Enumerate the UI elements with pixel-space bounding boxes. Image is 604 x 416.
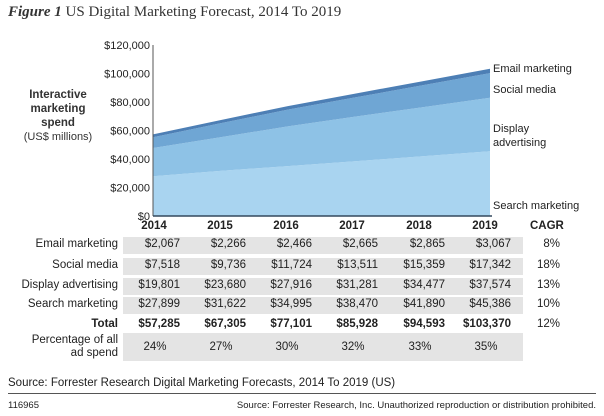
table-cell: $11,724 [271, 259, 312, 271]
table-row-background [123, 237, 523, 254]
percentage-cell: 30% [275, 341, 299, 353]
table-cell: $23,680 [204, 279, 246, 291]
legend-search-marketing: Search marketing [493, 199, 579, 213]
legend-display-advertising-label-1: Display [493, 123, 530, 135]
percentage-cell: 27% [209, 341, 233, 353]
year-header-2015: 2015 [207, 220, 233, 232]
y-tick-label: $0 [138, 211, 150, 223]
percentage-row-label-line-2: ad spend [70, 347, 118, 359]
table-cell: $37,574 [469, 279, 511, 291]
y-axis-label-line-4: (US$ millions) [23, 131, 93, 143]
table-row-label: Email marketing [35, 238, 118, 250]
table-row-background [123, 278, 523, 295]
percentage-cell: 33% [408, 341, 432, 353]
figure-title-text: US Digital Marketing Forecast, 2014 To 2… [65, 4, 342, 20]
table-cell: $2,665 [342, 238, 378, 250]
percentage-row [123, 333, 523, 361]
copyright-note: Source: Forrester Research, Inc. Unautho… [236, 400, 596, 411]
table-row-background [123, 297, 523, 314]
figure-title: Figure 1 US Digital Marketing Forecast, … [8, 4, 341, 21]
legend-social-media: Social media [493, 83, 556, 97]
table-cell: $34,477 [403, 279, 445, 291]
table-cell: $9,736 [210, 259, 246, 271]
legend-email-marketing-label: Email marketing [493, 63, 572, 75]
cagr-cell: 13% [536, 279, 560, 291]
percentage-cell: 24% [143, 341, 167, 353]
stacked-area-chart: $0 $20,000 $40,000 $60,000 $80,000 $100,000 $1… [104, 40, 492, 223]
table-cell: $17,342 [469, 259, 511, 271]
cagr-cell: 10% [536, 298, 560, 310]
y-tick-label: $120,000 [104, 40, 150, 52]
area-search-marketing [153, 151, 490, 216]
legend-email-marketing: Email marketing [493, 62, 572, 76]
year-header-2017: 2017 [339, 220, 365, 232]
figure-id: 116965 [8, 400, 39, 411]
table-cell: $38,470 [336, 298, 378, 310]
table-cell: $57,285 [138, 318, 180, 330]
area-social-media [153, 73, 490, 148]
area-display-advertising [153, 97, 490, 177]
percentage-cell: 32% [341, 341, 365, 353]
legend-social-media-label: Social media [493, 84, 556, 96]
table-cell: $2,266 [210, 238, 246, 250]
percentage-row-label: Percentage of all ad spend [32, 334, 118, 360]
table-cell: $45,386 [469, 298, 511, 310]
table-cell: $103,370 [463, 318, 511, 330]
table-cell: $2,865 [409, 238, 445, 250]
table-row-label: Social media [52, 259, 118, 271]
cagr-cell: 18% [536, 259, 560, 271]
y-axis-label-line-1: Interactive [29, 89, 87, 101]
cagr-header: CAGR [530, 220, 564, 232]
y-axis-label-line-3: spend [41, 117, 75, 129]
table-row-label: Total [91, 318, 118, 330]
cagr-cell: 8% [543, 238, 560, 250]
y-axis-label-line-2: marketing [30, 103, 86, 115]
y-tick-label: $40,000 [110, 154, 150, 166]
table-cell: $27,899 [138, 298, 180, 310]
year-header-2014: 2014 [141, 220, 167, 232]
legend-display-advertising-label-2: advertising [493, 137, 547, 149]
table-cell: $67,305 [204, 318, 246, 330]
table-cell: $31,622 [204, 298, 246, 310]
table-cell: $41,890 [403, 298, 445, 310]
table-row-background [123, 258, 523, 275]
year-header-2016: 2016 [273, 220, 299, 232]
legend-display-advertising: Display advertising [493, 122, 546, 150]
table-cell: $15,359 [403, 259, 445, 271]
year-header-2018: 2018 [406, 220, 432, 232]
table-cell: $3,067 [475, 238, 511, 250]
table-cell: $13,511 [337, 259, 378, 271]
table-cell: $94,593 [403, 318, 445, 330]
percentage-cell: 35% [474, 341, 498, 353]
y-axis-label: Interactive marketing spend (US$ million… [12, 88, 104, 144]
footer-divider [8, 393, 596, 394]
percentage-row-label-line-1: Percentage of all [31, 334, 118, 346]
y-tick-label: $20,000 [110, 183, 150, 195]
y-tick-label: $60,000 [110, 126, 150, 138]
table-cell: $2,466 [276, 238, 312, 250]
legend-search-marketing-label: Search marketing [493, 200, 580, 212]
table-cell: $2,067 [144, 238, 180, 250]
table-cell: $7,518 [144, 259, 180, 271]
table-cell: $85,928 [336, 318, 378, 330]
source-note: Source: Forrester Research Digital Marke… [8, 377, 396, 389]
table-row-label: Display advertising [21, 279, 118, 291]
table-cell: $27,916 [270, 279, 312, 291]
table-row-label: Search marketing [27, 298, 118, 310]
figure-label: Figure 1 [8, 4, 62, 20]
table-cell: $31,281 [336, 279, 378, 291]
y-tick-label: $100,000 [104, 69, 150, 81]
area-email-marketing [153, 68, 490, 138]
y-tick-label: $80,000 [110, 97, 150, 109]
table-cell: $34,995 [270, 298, 312, 310]
year-header-2019: 2019 [472, 220, 498, 232]
cagr-cell: 12% [536, 318, 560, 330]
table-cell: $19,801 [138, 279, 180, 291]
table-cell: $77,101 [270, 318, 312, 330]
